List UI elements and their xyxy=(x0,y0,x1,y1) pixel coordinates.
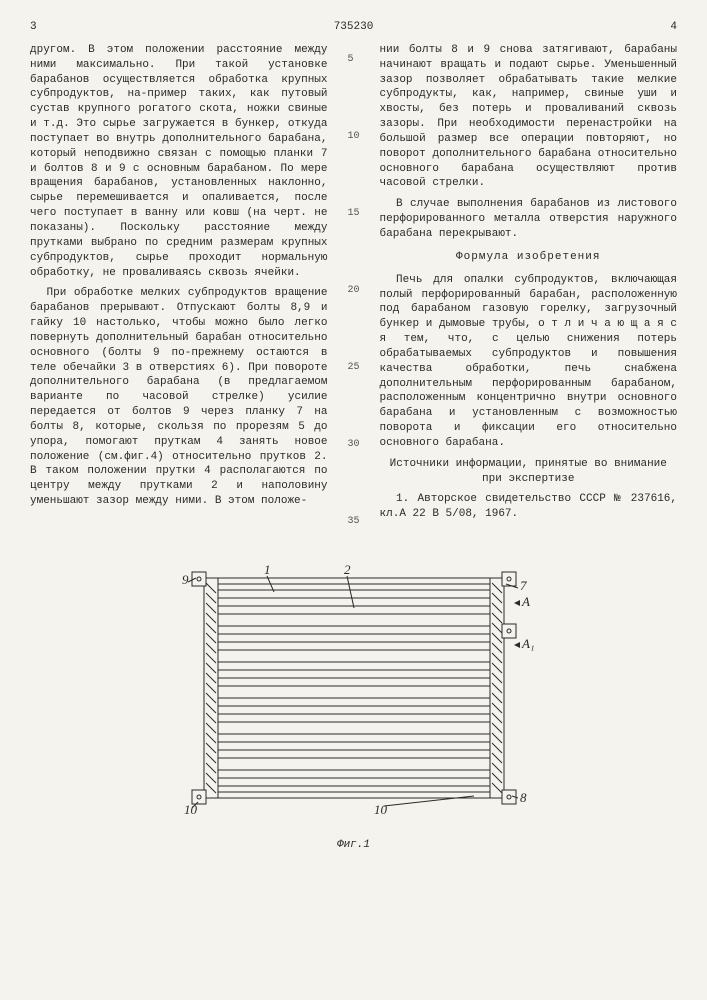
paragraph: нии болты 8 и 9 снова затягивают, бараба… xyxy=(380,43,678,191)
section-A: A xyxy=(521,594,530,609)
ref-9: 9 xyxy=(182,572,189,587)
paragraph: При обработке мелких субпродуктов вращен… xyxy=(30,286,328,509)
line-num: 20 xyxy=(348,284,360,298)
ref-2: 2 xyxy=(344,562,351,577)
line-num: 35 xyxy=(348,515,360,529)
figure-label: Фиг.1 xyxy=(30,838,677,853)
ref-10-right: 10 xyxy=(374,802,388,817)
ref-8: 8 xyxy=(520,790,527,805)
line-num: 15 xyxy=(348,207,360,221)
paragraph: Печь для опалки субпродуктов, включающая… xyxy=(380,273,678,451)
right-column: нии болты 8 и 9 снова затягивают, бараба… xyxy=(380,43,678,528)
drum-diagram: 1 2 7 9 8 10 10 A A₁ xyxy=(174,548,534,828)
paragraph: другом. В этом положении расстояние межд… xyxy=(30,43,328,281)
line-num: 25 xyxy=(348,361,360,375)
figure-1: 1 2 7 9 8 10 10 A A₁ Фиг.1 xyxy=(30,548,677,853)
section-A1: A₁ xyxy=(521,636,534,651)
sources-title: Источники информации, принятые во вниман… xyxy=(380,457,678,487)
line-num: 10 xyxy=(348,130,360,144)
line-num: 30 xyxy=(348,438,360,452)
ref-1: 1 xyxy=(264,562,271,577)
paragraph: В случае выполнения барабанов из листово… xyxy=(380,197,678,242)
page-header: 3 735230 4 xyxy=(30,20,677,35)
page-number-right: 4 xyxy=(670,20,677,35)
left-column: другом. В этом положении расстояние межд… xyxy=(30,43,328,528)
patent-number: 735230 xyxy=(37,20,671,35)
formula-title: Формула изобретения xyxy=(380,250,678,265)
line-num: 5 xyxy=(348,53,360,67)
page-number-left: 3 xyxy=(30,20,37,35)
line-numbers: 5 10 15 20 25 30 35 xyxy=(348,43,360,528)
ref-7: 7 xyxy=(520,578,527,593)
paragraph: 1. Авторское свидетельство СССР № 237616… xyxy=(380,492,678,522)
text-columns: другом. В этом положении расстояние межд… xyxy=(30,43,677,528)
